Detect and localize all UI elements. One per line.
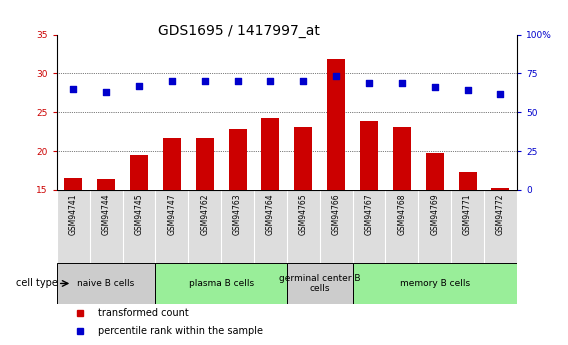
Point <box>266 78 275 84</box>
Bar <box>294 127 312 190</box>
Text: GSM94763: GSM94763 <box>233 194 242 235</box>
Point <box>69 86 78 92</box>
Point <box>200 78 209 84</box>
Bar <box>353 263 517 304</box>
Text: GSM94747: GSM94747 <box>168 194 176 235</box>
Text: GSM94765: GSM94765 <box>299 194 308 235</box>
Bar <box>57 263 156 304</box>
Bar <box>195 138 214 190</box>
Bar <box>163 138 181 190</box>
Point <box>102 89 111 95</box>
Text: percentile rank within the sample: percentile rank within the sample <box>98 326 263 336</box>
Text: GSM94766: GSM94766 <box>332 194 341 235</box>
Text: GSM94768: GSM94768 <box>398 194 406 235</box>
Text: GSM94772: GSM94772 <box>496 194 505 235</box>
Text: naive B cells: naive B cells <box>77 279 135 288</box>
Point <box>365 80 374 86</box>
Text: GSM94771: GSM94771 <box>463 194 472 235</box>
Point <box>332 74 341 79</box>
Text: GSM94762: GSM94762 <box>200 194 209 235</box>
Text: GDS1695 / 1417997_at: GDS1695 / 1417997_at <box>158 24 319 38</box>
Text: GSM94764: GSM94764 <box>266 194 275 235</box>
Text: GSM94744: GSM94744 <box>102 194 111 235</box>
Bar <box>156 263 287 304</box>
Point <box>299 78 308 84</box>
Point <box>496 91 505 96</box>
Bar <box>393 127 411 190</box>
Point <box>463 88 472 93</box>
Point <box>167 78 176 84</box>
Bar <box>425 154 444 190</box>
Point <box>233 78 242 84</box>
Text: memory B cells: memory B cells <box>400 279 470 288</box>
Point <box>397 80 406 86</box>
Bar <box>458 172 477 190</box>
Text: GSM94767: GSM94767 <box>365 194 374 235</box>
Text: transformed count: transformed count <box>98 308 189 318</box>
Text: GSM94745: GSM94745 <box>135 194 144 235</box>
Bar <box>97 179 115 190</box>
Text: cell type: cell type <box>15 278 57 288</box>
Bar <box>130 155 148 190</box>
Bar <box>327 59 345 190</box>
Bar <box>64 178 82 190</box>
Text: plasma B cells: plasma B cells <box>189 279 254 288</box>
Bar <box>360 121 378 190</box>
Bar <box>491 188 509 190</box>
Bar <box>287 263 353 304</box>
Text: germinal center B
cells: germinal center B cells <box>279 274 361 293</box>
Point <box>430 85 439 90</box>
Bar <box>261 118 279 190</box>
Text: GSM94741: GSM94741 <box>69 194 78 235</box>
Bar <box>228 129 247 190</box>
Point <box>135 83 144 89</box>
Text: GSM94769: GSM94769 <box>430 194 439 235</box>
